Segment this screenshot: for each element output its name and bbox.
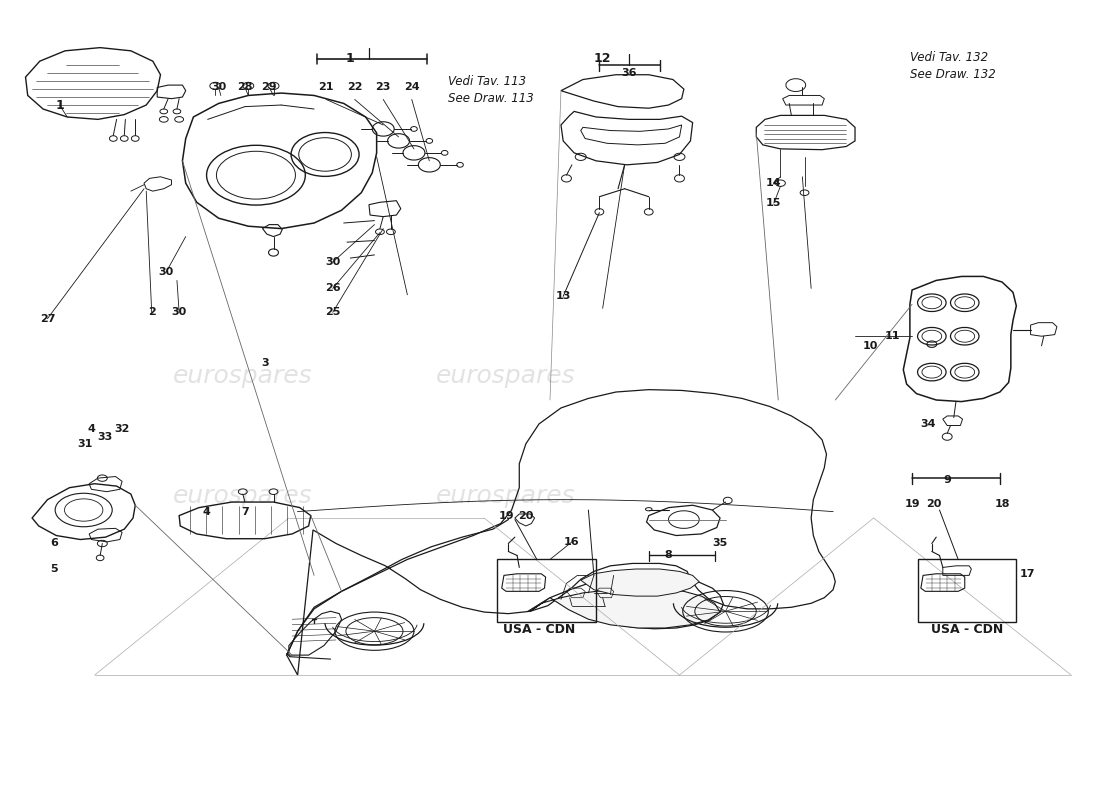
Text: 20: 20 <box>518 510 534 521</box>
Text: 12: 12 <box>594 52 612 66</box>
Text: 3: 3 <box>261 358 268 367</box>
Text: 1: 1 <box>345 52 354 66</box>
Text: USA - CDN: USA - CDN <box>931 623 1003 636</box>
Text: 2: 2 <box>147 307 155 318</box>
Text: 30: 30 <box>172 307 187 318</box>
Text: 4: 4 <box>87 425 96 434</box>
Text: 34: 34 <box>921 419 936 429</box>
Text: 36: 36 <box>621 68 637 78</box>
Text: 22: 22 <box>346 82 362 93</box>
Text: 19: 19 <box>498 510 514 521</box>
Text: eurospares: eurospares <box>437 364 576 388</box>
Text: 31: 31 <box>77 439 92 449</box>
Text: See Draw. 132: See Draw. 132 <box>910 67 996 81</box>
Text: 30: 30 <box>211 82 227 93</box>
Text: 10: 10 <box>862 341 878 350</box>
Text: 14: 14 <box>766 178 782 188</box>
Text: 24: 24 <box>404 82 419 93</box>
Text: Vedi Tav. 132: Vedi Tav. 132 <box>910 51 988 64</box>
Text: 4: 4 <box>202 506 210 517</box>
Polygon shape <box>581 569 700 596</box>
Bar <box>497 559 596 622</box>
Text: See Draw. 113: See Draw. 113 <box>448 92 534 106</box>
Text: 19: 19 <box>904 498 920 509</box>
Text: 27: 27 <box>40 314 55 324</box>
Text: eurospares: eurospares <box>173 484 312 508</box>
Text: 25: 25 <box>326 307 340 318</box>
Text: 26: 26 <box>324 283 341 294</box>
Text: 9: 9 <box>944 474 952 485</box>
Text: 15: 15 <box>766 198 781 208</box>
Text: 8: 8 <box>664 550 672 561</box>
Text: 17: 17 <box>1020 569 1035 578</box>
Text: 30: 30 <box>326 257 340 267</box>
Text: 7: 7 <box>241 506 249 517</box>
Text: 32: 32 <box>114 425 130 434</box>
Text: 13: 13 <box>556 291 571 302</box>
Text: eurospares: eurospares <box>437 484 576 508</box>
Text: 21: 21 <box>318 82 334 93</box>
Text: 6: 6 <box>51 538 58 549</box>
Text: USA - CDN: USA - CDN <box>503 623 575 636</box>
Polygon shape <box>530 588 720 628</box>
Text: 16: 16 <box>564 537 580 547</box>
Text: Vedi Tav. 113: Vedi Tav. 113 <box>448 74 526 88</box>
Text: 35: 35 <box>713 538 728 549</box>
Text: 30: 30 <box>158 267 174 278</box>
Text: 11: 11 <box>884 331 900 342</box>
Bar <box>917 559 1016 622</box>
Text: 18: 18 <box>994 498 1010 509</box>
Text: 29: 29 <box>262 82 277 93</box>
Text: 20: 20 <box>926 498 942 509</box>
Text: 33: 33 <box>97 433 112 442</box>
Text: 5: 5 <box>51 564 58 574</box>
Text: 28: 28 <box>238 82 253 93</box>
Text: eurospares: eurospares <box>173 364 312 388</box>
Text: 1: 1 <box>55 98 64 111</box>
Text: 23: 23 <box>375 82 390 93</box>
